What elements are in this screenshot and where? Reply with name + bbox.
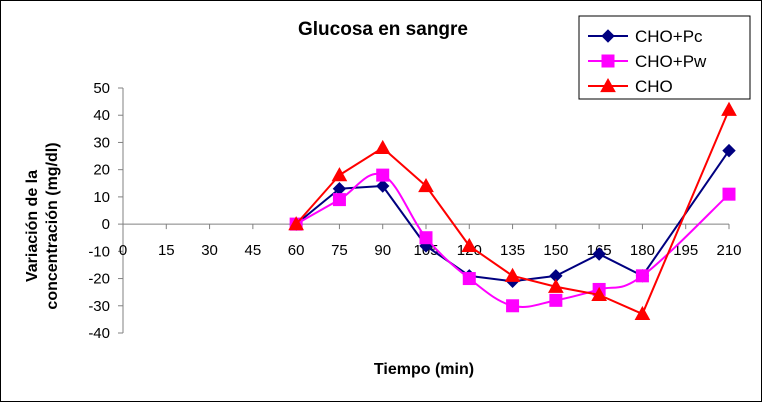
y-tick-label: -40 [88,325,110,342]
series-layer [289,103,736,320]
data-point-cho [506,269,520,282]
data-point-cho [635,307,649,320]
y-tick-label: 50 [93,80,110,97]
y-tick-label: 0 [102,216,110,233]
x-tick-label: 30 [201,242,218,259]
axes: 50403020100-10-20-30-4001530456075901051… [88,80,741,342]
y-tick-label: -20 [88,271,110,288]
data-point-cho [376,141,390,154]
data-point-cho-pw [377,169,389,181]
data-point-cho-pw [463,273,475,285]
legend: CHO+Pc CHO+Pw CHO [579,16,750,99]
data-point-cho-pw [636,270,648,282]
data-point-cho [332,168,346,181]
legend-label-cho-pc: CHO+Pc [635,27,703,46]
data-point-cho-pw [333,194,345,206]
legend-marker-cho-pw [602,55,614,67]
x-tick-label: 90 [374,242,391,259]
y-axis-title-line-1: Variación de la [24,170,41,282]
x-tick-label: 150 [543,242,568,259]
x-axis-title: Tiempo (min) [374,361,474,378]
x-tick-label: 75 [331,242,348,259]
y-axis-title-line-2: concentración (mg/dl) [44,142,61,309]
chart-title: Glucosa en sangre [298,19,468,40]
y-tick-label: -30 [88,298,110,315]
legend-label-cho: CHO [635,77,673,96]
legend-label-cho-pw: CHO+Pw [635,52,707,71]
x-tick-label: 210 [716,242,741,259]
data-point-cho-pw [550,294,562,306]
x-tick-label: 180 [630,242,655,259]
x-tick-label: 45 [245,242,262,259]
x-tick-label: 60 [288,242,305,259]
y-tick-label: 30 [93,134,110,151]
data-point-cho-pw [420,232,432,244]
series-cho-pw [290,169,735,312]
y-tick-label: 20 [93,162,110,179]
data-point-cho-pc [723,145,735,157]
data-point-cho [722,103,736,116]
x-tick-label: 135 [500,242,525,259]
data-point-cho-pw [723,188,735,200]
data-point-cho-pw [507,300,519,312]
y-tick-label: 10 [93,189,110,206]
y-tick-label: 40 [93,107,110,124]
x-tick-label: 15 [158,242,175,259]
series-cho-pc [290,145,735,288]
y-tick-label: -10 [88,243,110,260]
x-tick-label: 0 [119,242,127,259]
